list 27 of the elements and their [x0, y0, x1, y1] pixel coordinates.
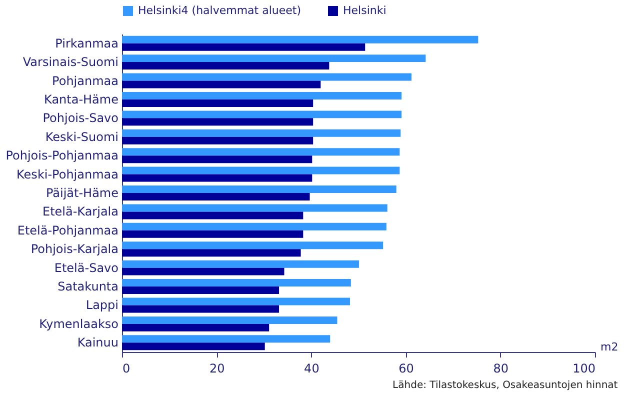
x-tick-label: 40	[304, 362, 320, 376]
y-tick-label: Etelä-Karjala	[42, 204, 118, 219]
y-tick-label: Päijät-Häme	[46, 186, 118, 200]
y-tick-label: Pohjois-Pohjanmaa	[6, 148, 118, 163]
y-tick-label: Pirkanmaa	[55, 36, 118, 50]
x-tick-label: 80	[493, 362, 509, 376]
y-tick-label: Keski-Pohjanmaa	[16, 167, 118, 182]
y-tick-label: Pohjois-Savo	[42, 111, 118, 126]
legend-label: Helsinki4 (halvemmat alueet)	[138, 4, 302, 17]
x-axis-title: m2	[600, 340, 618, 354]
y-tick-label: Keski-Suomi	[45, 130, 118, 144]
y-tick-label: Pohjanmaa	[52, 74, 118, 88]
y-tick-label: Kanta-Häme	[44, 92, 118, 106]
y-tick-label: Satakunta	[58, 280, 118, 294]
y-tick-label: Lappi	[86, 298, 118, 312]
x-tick-label: 100	[572, 362, 596, 376]
y-tick-label: Varsinais-Suomi	[22, 55, 118, 70]
legend-label: Helsinki	[343, 4, 386, 17]
x-tick-label: 0	[122, 362, 130, 376]
x-tick-label: 60	[398, 362, 414, 376]
y-tick-label: Pohjois-Karjala	[30, 242, 118, 256]
y-tick-label: Kymenlaakso	[39, 316, 118, 331]
y-tick-label: Etelä-Pohjanmaa	[17, 223, 118, 238]
y-tick-label: Etelä-Savo	[54, 260, 118, 275]
text: Lähde: Tilastokeskus, Osakeasuntojen hinnat	[392, 380, 618, 391]
y-tick-label: Kainuu	[77, 336, 118, 350]
x-tick-label: 20	[209, 362, 225, 376]
